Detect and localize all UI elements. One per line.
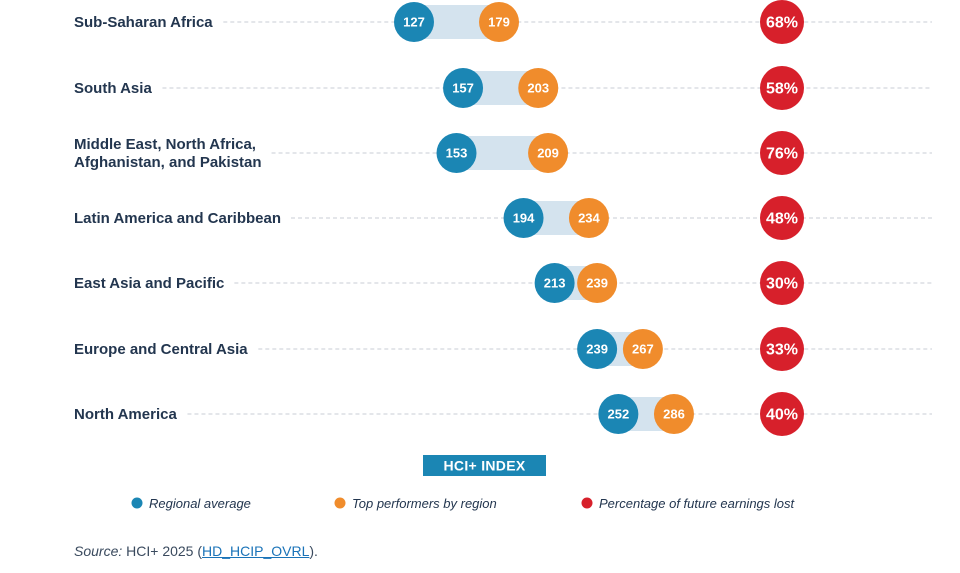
legend-marker [131, 497, 143, 509]
earnings-lost-dot [760, 0, 804, 44]
earnings-lost-dot [760, 392, 804, 436]
legend: Regional average Top performers by region… [131, 496, 796, 511]
regional-average-dot [394, 2, 434, 42]
source-end: ). [309, 543, 318, 559]
category-label-line: Europe and Central Asia [74, 341, 248, 358]
axis-title: HCI+ INDEX [423, 455, 546, 476]
earnings-lost-value: 33% [766, 342, 798, 359]
regional-average-dot [534, 263, 575, 303]
top-performer-dot [528, 133, 569, 173]
regional-average-value: 239 [586, 342, 608, 357]
regional-average-value: 194 [513, 211, 535, 226]
top-performer-dot [518, 68, 559, 108]
regional-average-dot [503, 198, 544, 238]
legend-marker [581, 497, 593, 509]
top-performer-value: 286 [663, 407, 685, 422]
legend-label: Percentage of future earnings lost [599, 496, 796, 511]
regional-average-dot [443, 68, 484, 108]
source-note: Source: HCI+ 2025 (HD_HCIP_OVRL). [74, 543, 318, 559]
axis-title-background [423, 455, 546, 476]
regional-average-value: 213 [544, 276, 566, 291]
regional-average-value: 157 [452, 81, 474, 96]
regional-average-dot [577, 329, 618, 369]
category-label-line: Afghanistan, and Pakistan [74, 154, 262, 171]
top-performer-dot [577, 263, 618, 303]
top-performer-value: 267 [632, 342, 654, 357]
top-performer-dot [653, 394, 694, 434]
category-label: Latin America and Caribbean [74, 210, 281, 227]
axis-title-text: HCI+ INDEX [444, 458, 526, 474]
regional-average-value: 153 [446, 146, 468, 161]
category-label-line: Sub-Saharan Africa [74, 14, 213, 31]
top-performer-value: 209 [537, 146, 559, 161]
chart-row: South Asia 203 157 58% [74, 66, 932, 110]
earnings-lost-value: 40% [766, 407, 798, 424]
top-performer-dot [479, 2, 520, 42]
category-label-line: Latin America and Caribbean [74, 210, 281, 227]
chart-row: Latin America and Caribbean 234 194 48% [74, 196, 932, 240]
regional-average-value: 127 [403, 15, 425, 30]
category-label: Europe and Central Asia [74, 341, 248, 358]
chart-row: Middle East, North Africa, Afghanistan, a… [74, 131, 932, 175]
earnings-lost-value: 58% [766, 81, 798, 98]
chart-rows: Sub-Saharan Africa 179 127 68% South Asia 203… [74, 0, 932, 436]
category-label: Sub-Saharan Africa [74, 14, 213, 31]
top-performer-dot [622, 329, 663, 369]
regional-average-value: 252 [608, 407, 630, 422]
category-label: South Asia [74, 80, 152, 97]
category-label-line: East Asia and Pacific [74, 275, 224, 292]
regional-average-dot [436, 133, 477, 173]
category-label: East Asia and Pacific [74, 275, 224, 292]
earnings-lost-dot [760, 327, 804, 371]
category-label: Middle East, North Africa, Afghanistan, a… [74, 136, 262, 171]
source-label: Source: [74, 543, 123, 559]
source-link[interactable]: HD_HCIP_OVRL [202, 543, 310, 559]
chart-row: Europe and Central Asia 267 239 33% [74, 327, 932, 371]
earnings-lost-dot [760, 261, 804, 305]
legend-top-performers: Top performers by region [334, 496, 497, 511]
earnings-lost-dot [760, 196, 804, 240]
earnings-lost-value: 30% [766, 276, 798, 293]
legend-marker [334, 497, 346, 509]
chart-row: North America 286 252 40% [74, 392, 932, 436]
earnings-lost-dot [760, 131, 804, 175]
regional-average-dot [598, 394, 639, 434]
category-label-line: Middle East, North Africa, [74, 136, 256, 153]
top-performer-dot [568, 198, 609, 238]
legend-label: Top performers by region [352, 496, 497, 511]
category-label-line: South Asia [74, 80, 152, 97]
earnings-lost-dot [760, 66, 804, 110]
top-performer-value: 239 [586, 276, 608, 291]
source-text: HCI+ 2025 ( [126, 543, 203, 559]
top-performer-value: 203 [527, 81, 549, 96]
chart-row: East Asia and Pacific 239 213 30% [74, 261, 932, 305]
legend-regional-average: Regional average [131, 496, 251, 511]
category-label: North America [74, 406, 177, 423]
earnings-lost-value: 48% [766, 211, 798, 228]
legend-earnings-lost: Percentage of future earnings lost [581, 496, 796, 511]
category-label-line: North America [74, 406, 177, 423]
earnings-lost-value: 76% [766, 146, 798, 163]
chart-row: Sub-Saharan Africa 179 127 68% [74, 0, 932, 44]
top-performer-value: 234 [578, 211, 600, 226]
top-performer-value: 179 [488, 15, 510, 30]
earnings-lost-value: 68% [766, 15, 798, 32]
legend-label: Regional average [149, 496, 251, 511]
